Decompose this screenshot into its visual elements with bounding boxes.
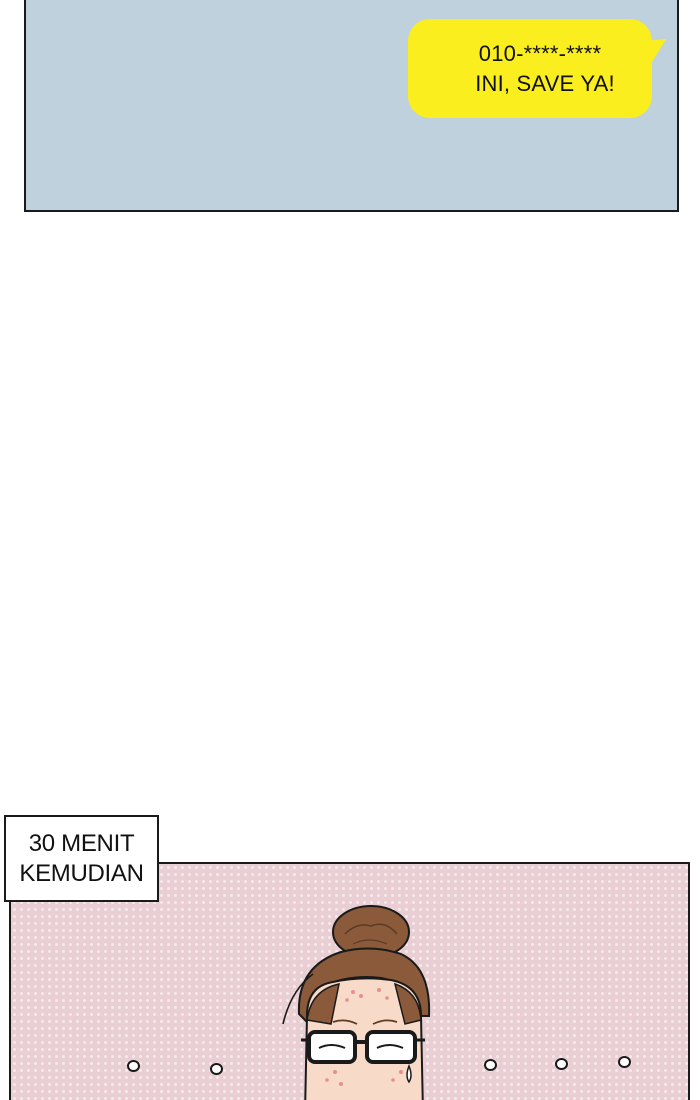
- bubble-phone-number: 010-****-****: [478, 40, 602, 66]
- ellipsis-dot-icon: [210, 1063, 223, 1075]
- blush-marks: [325, 988, 403, 1086]
- ellipsis-dot-icon: [127, 1060, 140, 1072]
- woman-with-glasses-figure: [261, 904, 451, 1100]
- woman-with-glasses-illustration: [282, 905, 431, 1100]
- ellipsis-dot-icon: [555, 1058, 568, 1070]
- sweat-drop: [406, 1063, 412, 1084]
- caption-line-2: KEMUDIAN: [19, 859, 144, 887]
- caption-line-1: 30 MENIT: [28, 829, 135, 857]
- glasses: [301, 1030, 425, 1064]
- ellipsis-dot-icon: [484, 1059, 497, 1071]
- time-caption-box: 30 MENIT KEMUDIAN: [4, 815, 159, 902]
- bubble-message: INI, SAVE YA!: [475, 70, 615, 96]
- speech-bubble: 010-****-**** INI, SAVE YA!: [408, 19, 652, 118]
- ellipsis-dot-icon: [618, 1056, 631, 1068]
